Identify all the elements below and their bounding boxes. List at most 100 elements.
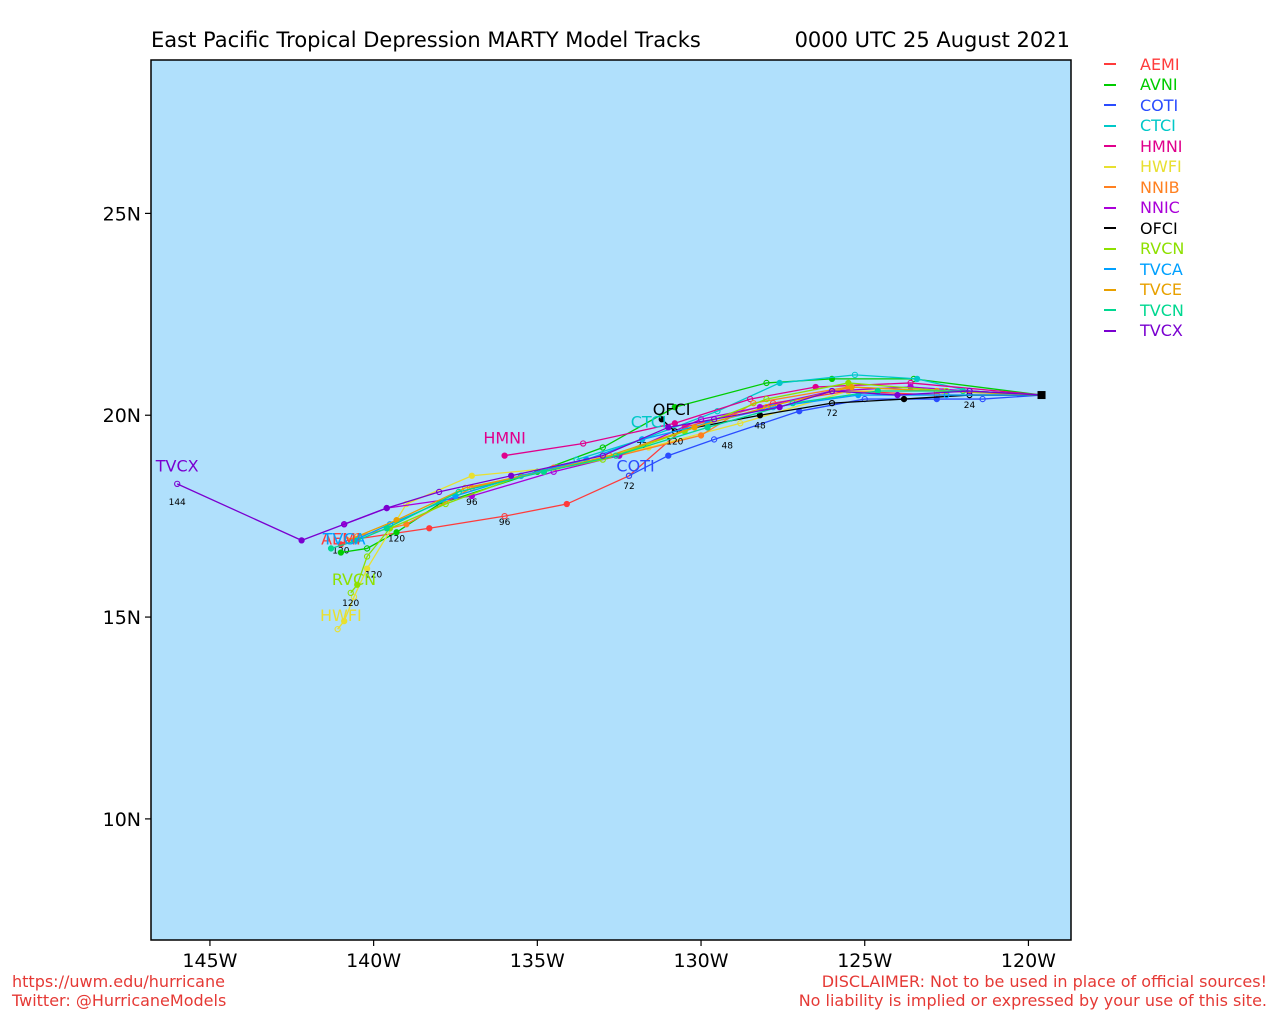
track-point-tvcn <box>789 399 796 407</box>
legend-item-nnic: NNIC <box>1104 198 1184 219</box>
track-point-tvcn <box>874 387 881 395</box>
legend-swatch <box>1104 329 1116 332</box>
track-point-nnib <box>697 432 705 439</box>
track-point-aemi <box>501 512 508 520</box>
track-hmni <box>504 382 1042 457</box>
track-point-tvcn <box>354 537 361 544</box>
track-point-tvcx <box>599 452 606 459</box>
track-point-avni <box>599 444 606 451</box>
forecast-hour-label: 96 <box>466 498 478 508</box>
track-point-hwfi <box>363 565 371 572</box>
track-point-tvcn <box>540 468 548 475</box>
track-point-tvce <box>691 424 698 431</box>
legend-swatch <box>1104 165 1116 168</box>
legend: AEMI AVNI COTI CTCI HMNI HWFI NNIB NNIC OFCI RVCN… <box>1104 54 1184 341</box>
legend-item-tvca: TVCA <box>1104 259 1184 280</box>
track-point-ctci <box>913 375 921 383</box>
end-label-ctci: CTCI <box>631 412 667 431</box>
track-point-tvcx <box>341 521 348 528</box>
track-point-aemi <box>426 525 433 532</box>
track-point-tvcx <box>828 387 836 395</box>
legend-item-nnib: NNIB <box>1104 177 1184 198</box>
track-point-rvcn <box>442 500 449 508</box>
legend-item-tvcx: TVCX <box>1104 321 1184 342</box>
legend-item-ctci: CTCI <box>1104 116 1184 137</box>
track-point-tvcx <box>966 387 973 395</box>
legend-label: NNIB <box>1140 177 1180 197</box>
legend-swatch <box>1104 206 1116 209</box>
track-point-coti <box>710 436 718 443</box>
track-tvcx <box>176 390 1042 542</box>
legend-label: AEMI <box>1140 54 1180 74</box>
plot-frame <box>150 59 1072 941</box>
x-tick-label: 125W <box>837 950 892 972</box>
track-point-ofci <box>828 399 836 407</box>
track-point-tvcn <box>612 452 620 459</box>
forecast-hour-label: 120 <box>365 571 382 581</box>
track-point-coti <box>665 452 672 459</box>
track-point-tvca <box>769 404 777 411</box>
forecast-hour-label: 72 <box>623 482 634 492</box>
forecast-hour-label: 120 <box>342 599 359 609</box>
forecast-hour-label: 120 <box>666 437 683 447</box>
forecast-hour-label: 144 <box>169 498 186 508</box>
legend-item-tvce: TVCE <box>1104 280 1184 301</box>
disclaimer-line-1: DISCLAIMER: Not to be used in place of o… <box>821 972 1267 991</box>
end-label-hwfi: HWFI <box>320 606 362 625</box>
track-point-hmni <box>501 452 508 459</box>
y-tick-label: 25N <box>103 203 141 225</box>
track-point-tvcx <box>383 504 390 512</box>
legend-swatch <box>1104 186 1116 189</box>
legend-swatch <box>1104 309 1116 312</box>
y-tick-label: 10N <box>103 809 141 831</box>
track-coti <box>628 394 1042 477</box>
track-tvcn <box>330 390 1042 550</box>
track-point-tvcx <box>507 472 515 479</box>
end-label-tvca: TVCA <box>322 529 366 548</box>
track-point-avni <box>671 404 678 411</box>
track-point-avni <box>763 379 770 387</box>
track-point-rvcn <box>347 589 354 596</box>
track-point-tvcx <box>776 404 783 411</box>
track-point-avni <box>337 549 345 556</box>
track-point-tvcn <box>455 488 462 496</box>
end-label-tvcx: TVCX <box>155 457 199 476</box>
track-point-coti <box>979 395 986 403</box>
track-point-tvcx <box>710 416 718 423</box>
disclaimer: DISCLAIMER: Not to be used in place of o… <box>799 972 1267 1010</box>
legend-swatch <box>1104 268 1116 271</box>
legend-swatch <box>1104 247 1116 250</box>
forecast-hour-label: 48 <box>722 441 734 451</box>
x-tick-label: 135W <box>510 950 565 972</box>
end-label-coti: COTI <box>616 457 654 476</box>
track-point-hwfi <box>737 420 744 427</box>
legend-label: TVCN <box>1140 300 1184 320</box>
x-tick-label: 145W <box>182 950 237 972</box>
y-tick-label: 20N <box>103 405 141 427</box>
track-point-hwfi <box>341 617 348 625</box>
footer-twitter[interactable]: Twitter: @HurricaneModels <box>12 991 227 1010</box>
track-hwfi <box>337 390 1042 630</box>
track-point-tvcx <box>174 480 181 488</box>
track-point-tvce <box>848 383 855 391</box>
legend-swatch <box>1104 227 1116 230</box>
legend-item-ofci: OFCI <box>1104 218 1184 239</box>
legend-item-coti: COTI <box>1104 95 1184 116</box>
legend-label: HMNI <box>1140 136 1183 156</box>
track-point-coti <box>625 472 633 479</box>
track-point-ofci <box>658 416 665 423</box>
footer-website[interactable]: https://uwm.edu/hurricane <box>12 972 225 991</box>
forecast-hour-label: 120 <box>388 534 405 544</box>
track-point-hmni <box>580 440 587 447</box>
track-point-ctci <box>776 379 783 387</box>
legend-item-aemi: AEMI <box>1104 54 1184 75</box>
track-avni <box>340 378 1042 554</box>
forecast-hour-label: 24 <box>964 401 976 411</box>
legend-swatch <box>1104 288 1116 291</box>
legend-label: AVNI <box>1140 75 1178 95</box>
track-point-avni <box>393 529 400 536</box>
legend-swatch <box>1104 83 1116 86</box>
legend-label: HWFI <box>1140 157 1182 177</box>
legend-label: COTI <box>1140 95 1179 115</box>
